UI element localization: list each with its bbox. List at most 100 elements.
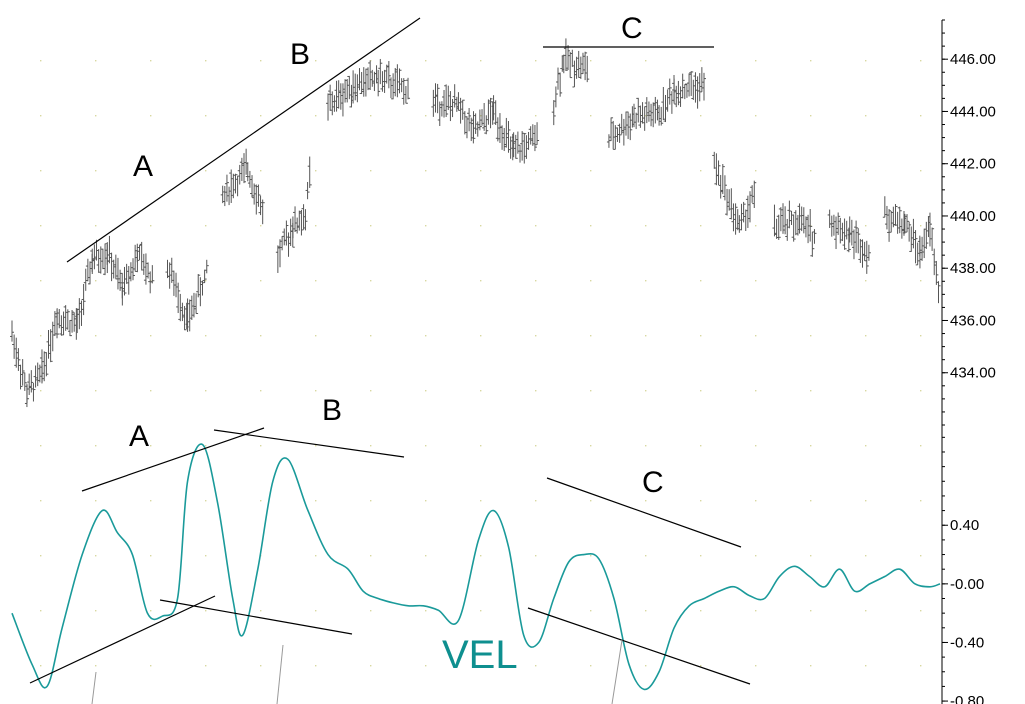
dotted-grid	[40, 60, 922, 667]
vel-line-group	[11, 443, 941, 691]
grid-dot	[645, 280, 647, 282]
grid-dot	[920, 610, 922, 612]
grid-dot	[150, 335, 152, 337]
grid-dot	[590, 115, 592, 117]
grid-dot	[810, 60, 812, 62]
price-label-b: B	[290, 38, 310, 71]
grid-dot	[590, 500, 592, 502]
grid-dot	[645, 225, 647, 227]
grid-dot	[40, 610, 42, 612]
grid-dot	[315, 335, 317, 337]
grid-dot	[95, 225, 97, 227]
grid-dot	[535, 115, 537, 117]
grid-dot	[810, 280, 812, 282]
grid-dot	[920, 445, 922, 447]
grid-dot	[40, 665, 42, 667]
trendline	[213, 429, 405, 458]
grid-dot	[205, 610, 207, 612]
grid-dot	[700, 115, 702, 117]
grid-dot	[205, 500, 207, 502]
grid-dot	[865, 225, 867, 227]
grid-dot	[480, 445, 482, 447]
grid-dot	[480, 500, 482, 502]
grid-dot	[755, 60, 757, 62]
grid-dot	[205, 280, 207, 282]
grid-dot	[40, 335, 42, 337]
grid-dot	[700, 60, 702, 62]
grid-dot	[205, 115, 207, 117]
grid-dot	[315, 280, 317, 282]
grid-dot	[590, 610, 592, 612]
grid-dot	[700, 280, 702, 282]
grid-dot	[480, 335, 482, 337]
grid-dot	[755, 170, 757, 172]
grid-dot	[315, 60, 317, 62]
grid-dot	[535, 555, 537, 557]
grid-dot	[865, 170, 867, 172]
grid-dot	[40, 280, 42, 282]
grid-dot	[205, 335, 207, 337]
grid-dot	[370, 445, 372, 447]
price-label-a: A	[133, 150, 153, 183]
grid-dot	[810, 335, 812, 337]
grid-dot	[865, 335, 867, 337]
vel-tick-label: -0.00	[950, 576, 984, 593]
grid-dot	[205, 225, 207, 227]
grid-dot	[260, 225, 262, 227]
grid-dot	[590, 445, 592, 447]
grid-dot	[40, 555, 42, 557]
vel-label-b: B	[322, 394, 342, 427]
grid-dot	[920, 665, 922, 667]
grid-dot	[205, 60, 207, 62]
price-tick-label: 446.00	[950, 51, 996, 68]
grid-dot	[535, 335, 537, 337]
grid-dot	[865, 445, 867, 447]
grid-dot	[95, 445, 97, 447]
grid-dot	[700, 390, 702, 392]
grid-dot	[810, 500, 812, 502]
price-tick-label: 442.00	[950, 156, 996, 173]
grid-dot	[590, 555, 592, 557]
grid-dot	[425, 390, 427, 392]
grid-dot	[755, 500, 757, 502]
grid-dot	[645, 610, 647, 612]
grid-dot	[95, 170, 97, 172]
grid-dot	[260, 610, 262, 612]
grid-dot	[425, 115, 427, 117]
grid-dot	[260, 390, 262, 392]
price-tick-label: 440.00	[950, 208, 996, 225]
grid-dot	[150, 665, 152, 667]
price-tick-label: 444.00	[950, 103, 996, 120]
grid-dot	[95, 390, 97, 392]
grid-dot	[480, 390, 482, 392]
grid-dot	[315, 665, 317, 667]
grid-dot	[755, 445, 757, 447]
grid-dot	[590, 170, 592, 172]
grid-dot	[535, 445, 537, 447]
grid-dot	[920, 555, 922, 557]
grid-dot	[315, 555, 317, 557]
grid-dot	[590, 390, 592, 392]
grid-dot	[755, 280, 757, 282]
grid-dot	[95, 555, 97, 557]
grid-dot	[205, 555, 207, 557]
grid-dot	[755, 335, 757, 337]
grid-dot	[590, 225, 592, 227]
price-tick-label: 436.00	[950, 312, 996, 329]
grid-dot	[645, 335, 647, 337]
grid-dot	[700, 225, 702, 227]
grid-dot	[205, 170, 207, 172]
price-label-c: C	[621, 12, 643, 45]
grid-dot	[590, 335, 592, 337]
grid-dot	[480, 115, 482, 117]
grid-dot	[755, 390, 757, 392]
grid-dot	[40, 60, 42, 62]
price-tick-label: 438.00	[950, 260, 996, 277]
grid-dot	[920, 60, 922, 62]
grid-dot	[920, 390, 922, 392]
grid-dot	[370, 390, 372, 392]
grid-dot	[535, 60, 537, 62]
grid-dot	[920, 115, 922, 117]
grid-dot	[40, 500, 42, 502]
